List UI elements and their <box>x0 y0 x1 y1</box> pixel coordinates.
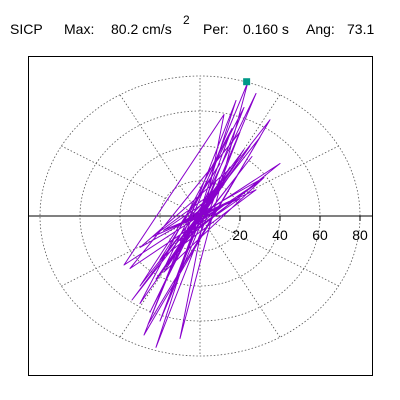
peak-marker <box>243 78 251 86</box>
acceleration-trace <box>123 81 281 348</box>
max-label: Max: <box>64 21 95 37</box>
ang-value: 73.1 <box>347 21 375 37</box>
station-code: SICP <box>10 21 43 37</box>
tick-label-3: 60 <box>312 227 328 243</box>
tick-label-4: 80 <box>352 227 368 243</box>
plot-frame <box>28 56 373 376</box>
trace-group <box>123 81 281 348</box>
grid-spoke-210 <box>61 215 201 287</box>
per-value: 0.160 s <box>243 21 289 37</box>
max-value: 80.2 cm/s <box>111 21 172 37</box>
max-exponent: 2 <box>183 13 190 27</box>
ang-label: Ang: <box>306 21 335 37</box>
grid-spoke-120 <box>119 94 201 217</box>
grid-spoke-150 <box>61 145 201 217</box>
radial-tick-labels: 20 40 60 80 <box>232 227 368 243</box>
per-label: Per: <box>203 21 229 37</box>
tick-label-2: 40 <box>272 227 288 243</box>
chart-header: SICP Max: 80.2 cm/s 2 Per: 0.160 s Ang: … <box>0 0 400 52</box>
peak-marker-group <box>243 78 251 86</box>
tick-label-1: 20 <box>232 227 248 243</box>
grid-spoke-330 <box>199 215 339 287</box>
